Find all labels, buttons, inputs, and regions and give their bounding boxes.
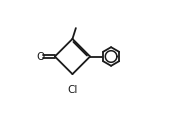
Text: Cl: Cl <box>67 84 78 94</box>
Text: O: O <box>37 52 45 62</box>
